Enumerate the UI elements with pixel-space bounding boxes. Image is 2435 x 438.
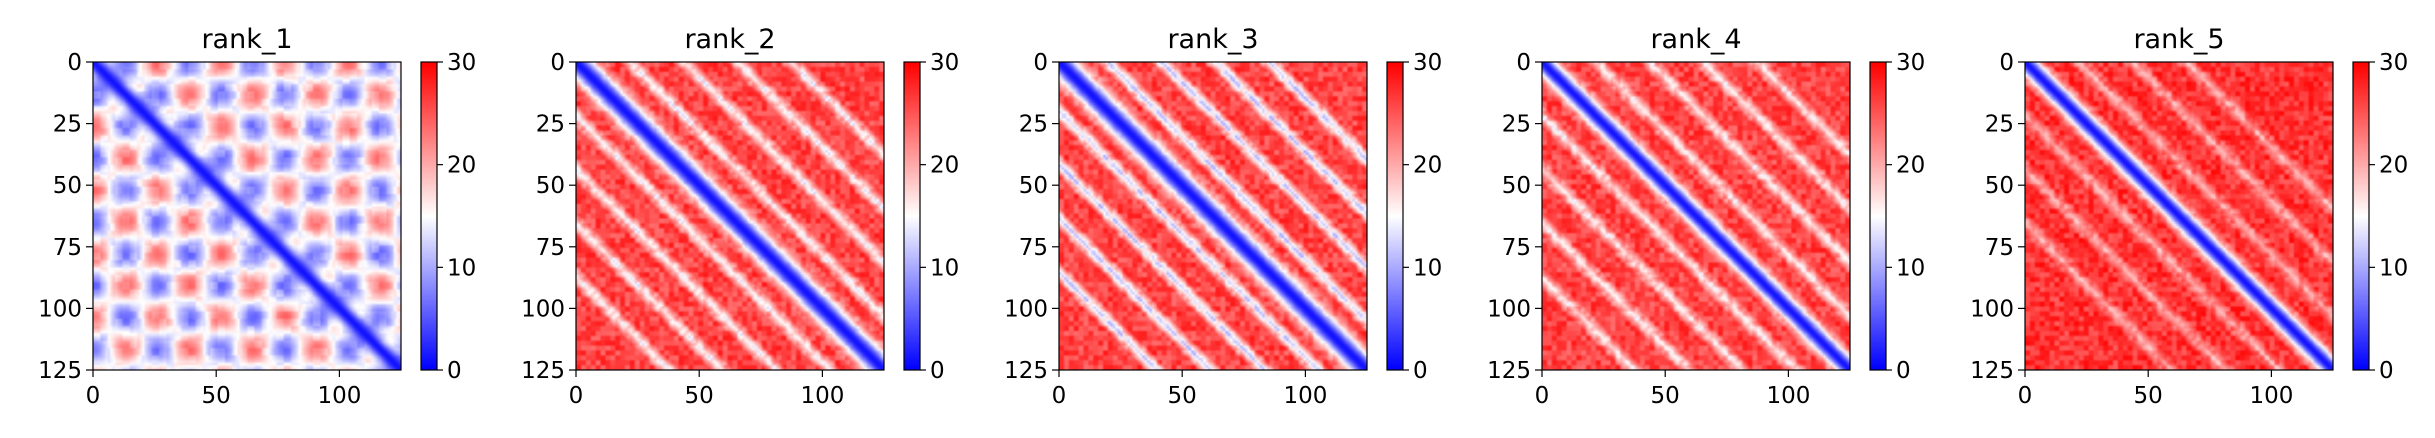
x-tick-label: 100 (317, 383, 361, 409)
colorbar-gradient (2353, 62, 2369, 370)
x-tick-label: 0 (1535, 383, 1550, 409)
y-tick-label: 50 (1985, 173, 2014, 199)
x-tick-label: 50 (2134, 383, 2163, 409)
x-tick-label: 50 (1168, 383, 1197, 409)
y-tick-label: 75 (53, 235, 82, 261)
colorbar-tick-label: 10 (2379, 255, 2408, 281)
colorbar-tick-label: 10 (930, 255, 959, 281)
colorbar-tick-label: 30 (1413, 50, 1442, 76)
x-tick-label: 0 (569, 383, 584, 409)
chart-title: rank_1 (201, 24, 292, 55)
chart-title: rank_5 (2133, 24, 2224, 55)
colorbar-tick-label: 20 (2379, 153, 2408, 179)
y-tick-label: 50 (1019, 173, 1048, 199)
y-tick-label: 100 (38, 296, 82, 322)
y-tick-label: 50 (53, 173, 82, 199)
y-tick-label: 125 (1004, 358, 1048, 384)
colorbar-tick-label: 0 (1896, 358, 1911, 384)
colorbar-tick-label: 30 (1896, 50, 1925, 76)
y-tick-label: 0 (1516, 50, 1531, 76)
chart-title: rank_3 (1167, 24, 1258, 55)
y-tick-label: 100 (521, 296, 565, 322)
colorbar-frame (1386, 61, 1404, 371)
chart-title: rank_2 (684, 24, 775, 55)
x-tick-label: 100 (800, 383, 844, 409)
colorbar-tick-label: 0 (930, 358, 945, 384)
y-tick-label: 25 (53, 112, 82, 138)
y-tick-label: 100 (1970, 296, 2014, 322)
y-tick-label: 75 (1985, 235, 2014, 261)
y-tick-label: 125 (1487, 358, 1531, 384)
axes-frame (92, 61, 402, 371)
y-tick-label: 125 (1970, 358, 2014, 384)
heatmap-image (2025, 62, 2333, 370)
colorbar-tick-label: 20 (930, 153, 959, 179)
x-tick-label: 0 (2018, 383, 2033, 409)
y-tick-label: 25 (1502, 112, 1531, 138)
axes-frame (1541, 61, 1851, 371)
y-tick-label: 75 (1502, 235, 1531, 261)
colorbar-tick-label: 20 (1896, 153, 1925, 179)
heatmap-image (93, 62, 401, 370)
colorbar-frame (1869, 61, 1887, 371)
y-tick-label: 50 (536, 173, 565, 199)
colorbar-tick-label: 30 (2379, 50, 2408, 76)
colorbar-tick-label: 0 (447, 358, 462, 384)
y-tick-label: 25 (1019, 112, 1048, 138)
x-tick-label: 100 (1283, 383, 1327, 409)
colorbar-frame (420, 61, 438, 371)
heatmap-image (1059, 62, 1367, 370)
colorbar-tick-label: 10 (1413, 255, 1442, 281)
colorbar-tick-label: 30 (930, 50, 959, 76)
axes-frame (1058, 61, 1368, 371)
x-tick-label: 100 (2249, 383, 2293, 409)
y-tick-label: 0 (1999, 50, 2014, 76)
axes-frame (575, 61, 885, 371)
y-tick-label: 75 (536, 235, 565, 261)
colorbar-tick-label: 10 (1896, 255, 1925, 281)
colorbar-tick-label: 20 (1413, 153, 1442, 179)
x-tick-label: 0 (86, 383, 101, 409)
y-tick-label: 75 (1019, 235, 1048, 261)
colorbar-tick-label: 0 (1413, 358, 1428, 384)
y-tick-label: 25 (1985, 112, 2014, 138)
colorbar-gradient (904, 62, 920, 370)
colorbar-gradient (1387, 62, 1403, 370)
y-tick-label: 0 (550, 50, 565, 76)
colorbar-tick-label: 0 (2379, 358, 2394, 384)
y-tick-label: 50 (1502, 173, 1531, 199)
x-tick-label: 100 (1766, 383, 1810, 409)
y-tick-label: 25 (536, 112, 565, 138)
colorbar-gradient (421, 62, 437, 370)
x-tick-label: 50 (1651, 383, 1680, 409)
y-tick-label: 125 (521, 358, 565, 384)
colorbar-tick-label: 20 (447, 153, 476, 179)
y-tick-label: 125 (38, 358, 82, 384)
colorbar-tick-label: 10 (447, 255, 476, 281)
colorbar-tick-label: 30 (447, 50, 476, 76)
y-tick-label: 100 (1004, 296, 1048, 322)
chart-title: rank_4 (1650, 24, 1741, 55)
y-tick-label: 0 (1033, 50, 1048, 76)
x-tick-label: 0 (1052, 383, 1067, 409)
x-tick-label: 50 (685, 383, 714, 409)
heatmap-image (1542, 62, 1850, 370)
colorbar-gradient (1870, 62, 1886, 370)
colorbar-frame (2352, 61, 2370, 371)
y-tick-label: 100 (1487, 296, 1531, 322)
heatmap-image (576, 62, 884, 370)
axes-frame (2024, 61, 2334, 371)
x-tick-label: 50 (202, 383, 231, 409)
colorbar-frame (903, 61, 921, 371)
y-tick-label: 0 (67, 50, 82, 76)
